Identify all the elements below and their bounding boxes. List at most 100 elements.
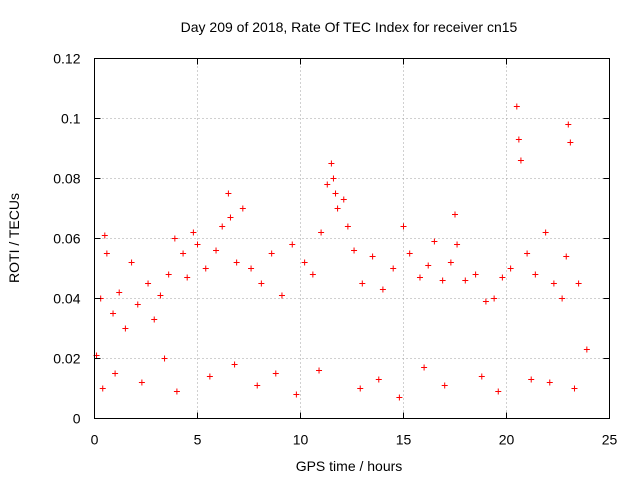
data-point bbox=[472, 271, 479, 278]
data-points bbox=[93, 103, 590, 401]
data-point bbox=[110, 310, 117, 317]
data-point bbox=[289, 241, 296, 248]
data-point bbox=[565, 121, 572, 128]
data-point bbox=[524, 250, 531, 257]
x-tick-label: 25 bbox=[602, 432, 618, 448]
x-axis-label: GPS time / hours bbox=[296, 458, 403, 474]
data-point bbox=[227, 214, 234, 221]
data-point bbox=[225, 190, 232, 197]
x-tick-label: 20 bbox=[499, 432, 515, 448]
data-point bbox=[528, 376, 535, 383]
data-point bbox=[400, 223, 407, 230]
data-point bbox=[316, 367, 323, 374]
y-tick-label: 0.08 bbox=[53, 171, 80, 187]
data-point bbox=[517, 157, 524, 164]
data-point bbox=[99, 385, 106, 392]
data-point bbox=[301, 259, 308, 266]
data-point bbox=[425, 262, 432, 269]
chart-title: Day 209 of 2018, Rate Of TEC Index for r… bbox=[181, 19, 518, 35]
data-point bbox=[330, 175, 337, 182]
data-point bbox=[248, 265, 255, 272]
data-point bbox=[406, 250, 413, 257]
data-point bbox=[122, 325, 129, 332]
data-point bbox=[272, 370, 279, 377]
data-point bbox=[239, 205, 246, 212]
data-point bbox=[357, 385, 364, 392]
data-point bbox=[546, 379, 553, 386]
data-point bbox=[184, 274, 191, 281]
data-point bbox=[151, 316, 158, 323]
grid-lines bbox=[94, 58, 610, 419]
data-point bbox=[334, 205, 341, 212]
data-point bbox=[161, 355, 168, 362]
data-point bbox=[332, 190, 339, 197]
data-point bbox=[128, 259, 135, 266]
data-point bbox=[462, 277, 469, 284]
x-tick-label: 10 bbox=[293, 432, 309, 448]
data-point bbox=[447, 259, 454, 266]
data-point bbox=[344, 223, 351, 230]
data-point bbox=[293, 391, 300, 398]
data-point bbox=[571, 385, 578, 392]
data-point bbox=[219, 223, 226, 230]
data-point bbox=[431, 238, 438, 245]
data-point bbox=[375, 376, 382, 383]
data-point bbox=[180, 250, 187, 257]
data-point bbox=[233, 259, 240, 266]
data-point bbox=[567, 139, 574, 146]
data-point bbox=[532, 271, 539, 278]
data-point bbox=[499, 274, 506, 281]
data-point bbox=[482, 298, 489, 305]
data-point bbox=[439, 277, 446, 284]
data-point bbox=[390, 265, 397, 272]
x-tick-label: 15 bbox=[396, 432, 412, 448]
data-point bbox=[194, 241, 201, 248]
data-point bbox=[116, 289, 123, 296]
data-point bbox=[583, 346, 590, 353]
data-point bbox=[318, 229, 325, 236]
data-point bbox=[416, 274, 423, 281]
data-point bbox=[171, 235, 178, 242]
data-point bbox=[173, 388, 180, 395]
y-axis-label: ROTI / TECUs bbox=[6, 193, 22, 283]
y-tick-label: 0.06 bbox=[53, 231, 80, 247]
data-point bbox=[379, 286, 386, 293]
data-point bbox=[515, 136, 522, 143]
data-point bbox=[542, 229, 549, 236]
data-point bbox=[309, 271, 316, 278]
data-point bbox=[278, 292, 285, 299]
y-tick-label: 0 bbox=[73, 411, 81, 427]
data-point bbox=[559, 295, 566, 302]
data-point bbox=[190, 229, 197, 236]
data-point bbox=[328, 160, 335, 167]
data-point bbox=[340, 196, 347, 203]
data-point bbox=[202, 265, 209, 272]
data-point bbox=[441, 382, 448, 389]
data-point bbox=[452, 211, 458, 218]
data-point bbox=[495, 388, 502, 395]
y-tick-label: 0.04 bbox=[53, 291, 80, 307]
x-tick-label: 0 bbox=[91, 432, 99, 448]
data-point bbox=[268, 250, 275, 257]
data-point bbox=[324, 181, 331, 188]
data-point bbox=[421, 364, 428, 371]
data-point bbox=[254, 382, 261, 389]
data-point bbox=[145, 280, 152, 287]
y-tick-label: 0.12 bbox=[53, 51, 80, 67]
data-point bbox=[507, 265, 514, 272]
plot-frame bbox=[94, 58, 610, 419]
y-tick-labels: 0 0.02 0.04 0.06 0.08 0.1 0.12 bbox=[53, 51, 80, 427]
data-point bbox=[454, 241, 461, 248]
data-point bbox=[351, 247, 358, 254]
data-point bbox=[134, 301, 141, 308]
data-point bbox=[213, 247, 220, 254]
x-tick-labels: 0 5 10 15 20 25 bbox=[91, 432, 618, 448]
data-point bbox=[101, 232, 108, 239]
data-point bbox=[157, 292, 164, 299]
data-point bbox=[231, 361, 238, 368]
data-point bbox=[112, 370, 119, 377]
data-point bbox=[103, 250, 110, 257]
x-tick-label: 5 bbox=[194, 432, 202, 448]
data-point bbox=[575, 280, 582, 287]
data-point bbox=[563, 253, 570, 260]
